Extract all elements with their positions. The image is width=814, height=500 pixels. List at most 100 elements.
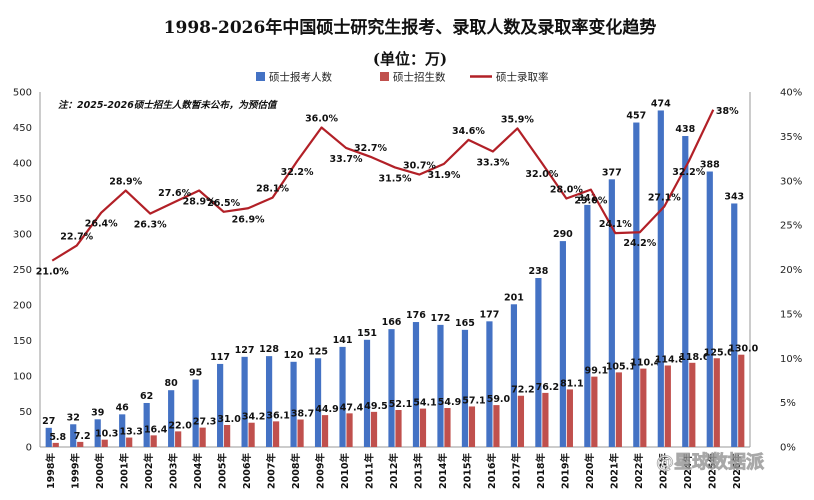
data-label-applicants: 438 xyxy=(675,124,695,135)
bar-enrollment xyxy=(297,419,304,447)
data-label-admission-rate: 35.9% xyxy=(501,114,534,125)
bar-applicants xyxy=(45,427,52,447)
bar-applicants xyxy=(486,321,493,447)
x-tick-label: 1999年 xyxy=(70,453,82,489)
data-label-enrollment: 118.6 xyxy=(679,352,709,363)
x-tick-label: 2005年 xyxy=(217,453,229,489)
data-label-enrollment: 13.3 xyxy=(119,427,142,438)
bar-enrollment xyxy=(493,405,500,447)
bar-enrollment xyxy=(101,439,108,447)
data-label-admission-rate: 24.1% xyxy=(599,219,632,230)
y-tick-label-left: 50 xyxy=(19,407,32,418)
data-label-admission-rate: 26.4% xyxy=(85,219,118,230)
data-label-enrollment: 7.2 xyxy=(74,431,91,442)
data-label-admission-rate: 32.2% xyxy=(281,167,314,178)
bar-applicants xyxy=(363,339,371,447)
bar-enrollment xyxy=(615,372,622,447)
data-label-enrollment: 5.8 xyxy=(49,432,66,443)
data-label-enrollment: 44.9 xyxy=(315,404,338,415)
data-label-applicants: 46 xyxy=(116,402,130,413)
data-label-admission-rate: 32.0% xyxy=(525,169,558,180)
y-tick-label-left: 200 xyxy=(13,301,32,312)
x-tick-label: 2009年 xyxy=(315,453,327,489)
data-label-admission-rate: 32.7% xyxy=(354,143,387,154)
x-tick-label: 2007年 xyxy=(266,453,278,489)
bar-enrollment xyxy=(52,442,59,447)
x-tick-label: 2014年 xyxy=(437,453,449,489)
x-tick-label: 2008年 xyxy=(290,453,302,489)
data-label-admission-rate: 33.7% xyxy=(330,154,363,165)
data-label-enrollment: 57.1 xyxy=(462,395,485,406)
x-tick-label: 2019年 xyxy=(559,453,571,489)
data-label-applicants: 172 xyxy=(431,313,451,324)
data-label-applicants: 341 xyxy=(577,193,597,204)
x-tick-label: 2026年 xyxy=(731,453,743,489)
bar-applicants xyxy=(314,358,322,447)
legend-marker xyxy=(380,72,389,81)
data-label-admission-rate: 26.9% xyxy=(232,214,265,225)
bar-applicants xyxy=(510,304,518,447)
bar-applicants xyxy=(584,204,591,447)
data-label-applicants: 201 xyxy=(504,292,524,303)
data-label-admission-rate: 30.7% xyxy=(403,161,436,172)
data-label-applicants: 388 xyxy=(700,160,720,171)
data-label-enrollment: 31.0 xyxy=(217,414,241,425)
bar-applicants xyxy=(437,324,444,447)
data-label-admission-rate: 33.3% xyxy=(476,157,509,168)
data-label-enrollment: 76.2 xyxy=(536,382,559,393)
x-tick-label: 2024年 xyxy=(682,453,694,489)
legend-label: 硕士招生数 xyxy=(393,71,446,84)
x-tick-label: 2021年 xyxy=(608,453,620,489)
data-label-enrollment: 16.4 xyxy=(144,424,168,435)
data-label-enrollment: 130.0 xyxy=(728,344,758,355)
bar-applicants xyxy=(461,329,469,447)
chart-subtitle: (单位：万) xyxy=(373,50,447,68)
data-label-applicants: 62 xyxy=(140,391,153,402)
x-tick-label: 2001年 xyxy=(119,453,131,489)
y-tick-label-right: 35% xyxy=(780,132,802,143)
data-label-applicants: 165 xyxy=(455,318,475,329)
data-label-admission-rate: 28.1% xyxy=(256,184,289,195)
bar-applicants xyxy=(265,356,273,447)
data-label-admission-rate: 28.0% xyxy=(550,185,583,196)
bar-enrollment xyxy=(444,408,451,447)
data-label-enrollment: 114.8 xyxy=(655,354,685,365)
data-label-applicants: 27 xyxy=(42,416,55,427)
data-label-admission-rate: 21.0% xyxy=(36,267,69,278)
x-tick-label: 2022年 xyxy=(633,453,645,489)
x-tick-label: 2016年 xyxy=(486,453,498,489)
bar-applicants xyxy=(535,278,542,447)
data-label-admission-rate: 34.6% xyxy=(452,126,485,137)
bar-enrollment xyxy=(664,365,671,447)
data-label-admission-rate: 28.9% xyxy=(183,197,216,208)
data-label-applicants: 125 xyxy=(308,346,328,357)
bar-applicants xyxy=(94,419,101,447)
data-label-applicants: 177 xyxy=(480,309,500,320)
data-label-applicants: 151 xyxy=(357,328,377,339)
data-label-applicants: 127 xyxy=(235,345,255,356)
data-label-enrollment: 105.1 xyxy=(606,361,636,372)
data-label-applicants: 238 xyxy=(528,266,548,277)
bar-applicants xyxy=(119,414,126,447)
y-tick-label-right: 25% xyxy=(780,221,802,232)
x-tick-label: 2018年 xyxy=(535,453,547,489)
bar-enrollment xyxy=(591,376,598,447)
bar-applicants xyxy=(217,363,224,447)
data-label-admission-rate: 26.5% xyxy=(207,198,240,209)
data-label-applicants: 474 xyxy=(651,98,671,109)
x-tick-label: 2012年 xyxy=(388,453,400,489)
data-label-applicants: 80 xyxy=(165,378,179,389)
data-label-enrollment: 52.1 xyxy=(389,399,412,410)
bar-applicants xyxy=(168,390,175,447)
y-tick-label-left: 450 xyxy=(13,123,32,134)
bar-enrollment xyxy=(224,424,231,447)
data-label-admission-rate: 38% xyxy=(716,106,739,117)
x-tick-label: 2020年 xyxy=(584,453,596,489)
x-tick-label: 2004年 xyxy=(192,453,204,489)
bar-applicants xyxy=(388,329,395,447)
data-label-enrollment: 54.1 xyxy=(413,398,436,409)
y-tick-label-right: 0% xyxy=(780,443,796,454)
y-tick-label-left: 150 xyxy=(13,336,32,347)
data-label-applicants: 141 xyxy=(333,335,353,346)
y-tick-label-left: 350 xyxy=(13,194,32,205)
